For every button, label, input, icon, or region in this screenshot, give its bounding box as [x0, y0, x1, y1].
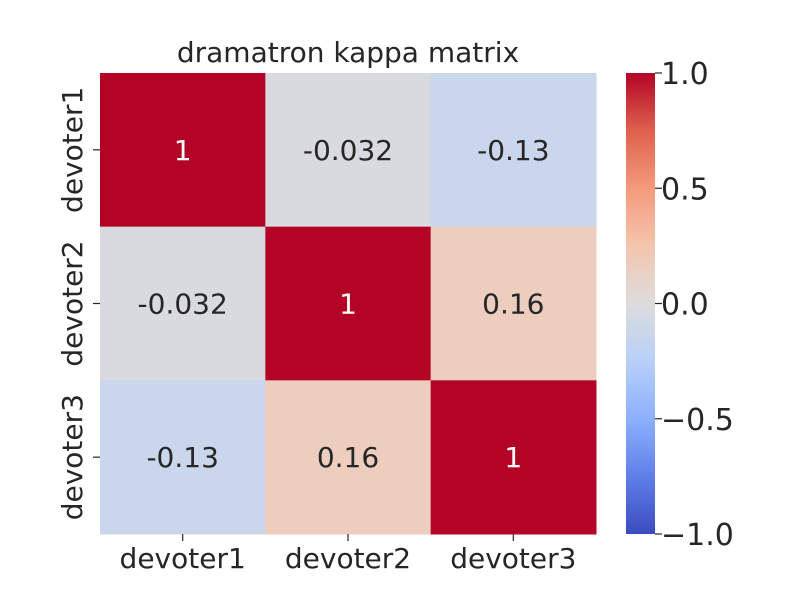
y-axis: devoter1 devoter2 devoter3 [56, 87, 100, 520]
heatmap-cell [265, 380, 432, 535]
x-tick-label: devoter1 [120, 542, 246, 575]
cell-value-label: -0.032 [303, 134, 393, 167]
cell-value-label: 1 [174, 134, 192, 167]
colorbar-tick-label: −1.0 [661, 518, 734, 553]
heatmap-cell [265, 226, 432, 381]
x-tick-label: devoter2 [285, 542, 411, 575]
x-tick-label: devoter3 [450, 542, 576, 575]
heatmap-cell [100, 73, 266, 228]
chart-title: dramatron kappa matrix [177, 36, 519, 69]
colorbar-ticks: 1.0 0.5 0.0 −0.5 −1.0 [655, 57, 734, 553]
heatmap-cell [265, 73, 432, 228]
colorbar-tick-label: 0.0 [661, 288, 709, 323]
heatmap-cells [100, 73, 597, 535]
cell-value-label: -0.13 [477, 134, 549, 167]
heatmap-cell [100, 380, 266, 535]
colorbar-tick-label: 1.0 [661, 57, 709, 92]
heatmap-cell [430, 380, 597, 535]
heatmap-cell [100, 226, 266, 381]
cell-value-label: 1 [504, 441, 522, 474]
cell-value-label: -0.13 [146, 441, 218, 474]
cell-value-label: 0.16 [317, 441, 379, 474]
heatmap-cell-labels: 1 -0.032 -0.13 -0.032 1 0.16 -0.13 0.16 1 [138, 134, 550, 474]
y-tick-label: devoter1 [56, 87, 89, 213]
cell-value-label: 0.16 [482, 288, 544, 321]
cell-value-label: 1 [339, 288, 357, 321]
heatmap-cell [430, 226, 597, 381]
x-axis: devoter1 devoter2 devoter3 [120, 534, 576, 575]
cell-value-label: -0.032 [138, 288, 228, 321]
colorbar-tick-label: −0.5 [661, 403, 734, 438]
colorbar-tick-label: 0.5 [661, 172, 709, 207]
y-tick-label: devoter2 [56, 240, 89, 366]
heatmap-cell [430, 73, 597, 228]
colorbar [626, 73, 655, 534]
y-tick-label: devoter3 [56, 394, 89, 520]
